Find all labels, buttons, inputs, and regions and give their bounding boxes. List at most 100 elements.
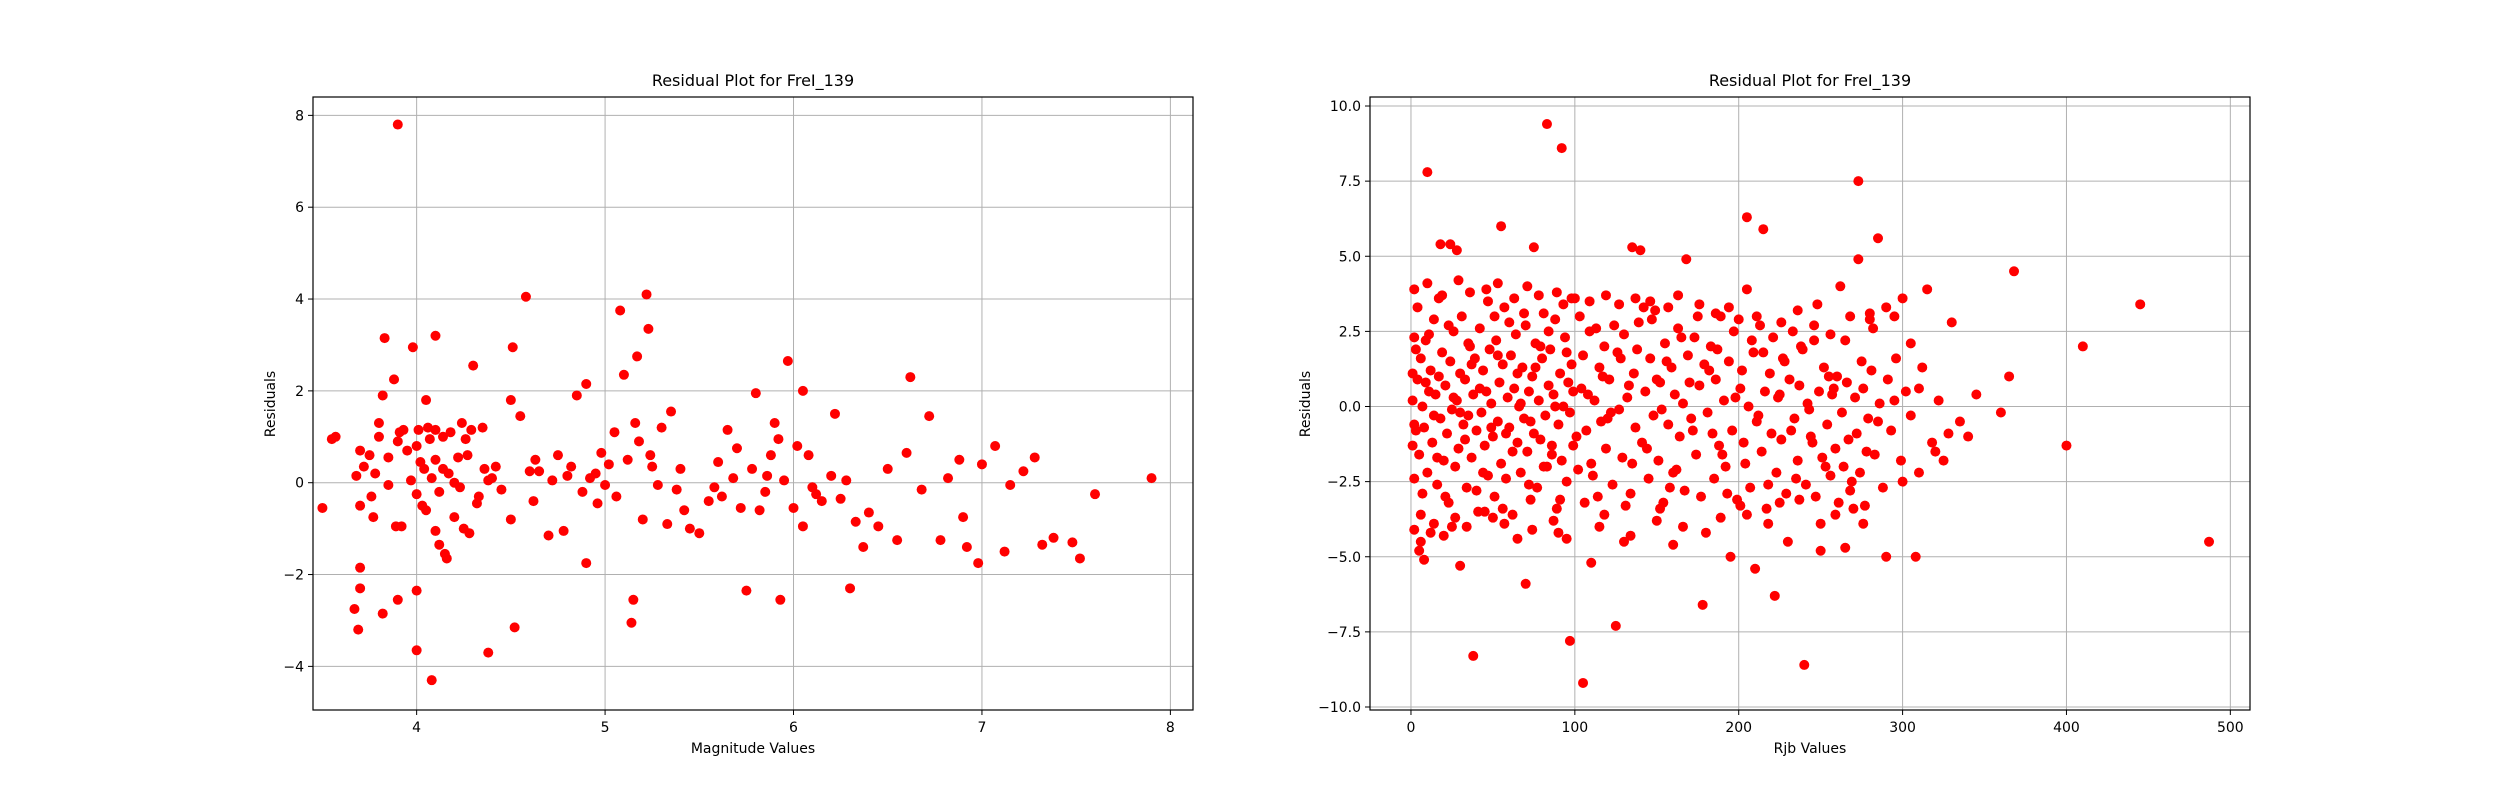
data-point-left (675, 463, 686, 474)
data-point-right (1735, 500, 1746, 511)
data-point-right (2135, 299, 2146, 310)
data-point-left (445, 427, 456, 438)
data-point-right (1425, 365, 1436, 376)
data-point-right (1409, 332, 1420, 343)
data-point-right (1873, 416, 1884, 427)
data-point-right (1668, 539, 1679, 550)
data-point-right (1433, 371, 1444, 382)
data-point-right (1579, 497, 1590, 508)
data-point-right (2077, 341, 2088, 352)
data-point-right (1784, 374, 1795, 385)
data-point-left (434, 486, 445, 497)
data-point-right (1632, 344, 1643, 355)
data-point-right (1578, 350, 1589, 361)
data-point-right (1668, 467, 1679, 478)
data-point-right (1561, 476, 1572, 487)
data-point-right (1895, 455, 1906, 466)
data-point-left (731, 443, 742, 454)
x-axis-label-left: Magnitude Values (691, 741, 815, 757)
data-point-right (1555, 494, 1566, 505)
data-point-right (1592, 491, 1603, 502)
data-point-right (1856, 356, 1867, 367)
data-point-right (1858, 383, 1869, 394)
data-point-right (1882, 374, 1893, 385)
x-tick-label-left: 6 (789, 720, 798, 736)
data-point-left (358, 461, 369, 472)
data-point-right (1830, 443, 1841, 454)
ticks-left: 4 5 6 7 8 −4 −2 0 2 4 6 8 (283, 108, 1174, 736)
data-point-right (1504, 422, 1515, 433)
data-point-right (1758, 347, 1769, 358)
data-point-left (430, 424, 441, 435)
data-point-right (1776, 317, 1787, 328)
data-point-right (1756, 446, 1767, 457)
data-point-right (1663, 302, 1674, 313)
data-point-right (1499, 518, 1510, 529)
data-point-right (1627, 458, 1638, 469)
x-tick-label-left: 4 (412, 720, 421, 736)
data-point-right (1735, 383, 1746, 394)
data-point-right (1769, 590, 1780, 601)
data-point-right (1922, 284, 1933, 295)
data-point-right (1505, 350, 1516, 361)
data-point-right (1758, 224, 1769, 235)
data-point-right (1881, 302, 1892, 313)
data-point-right (1594, 362, 1605, 373)
data-point-left (709, 482, 720, 493)
data-point-right (1519, 308, 1530, 319)
data-point-right (1625, 530, 1636, 541)
data-point-left (973, 558, 984, 569)
data-point-left (901, 447, 912, 458)
data-point-left (632, 351, 643, 362)
data-point-left (430, 330, 441, 341)
data-point-right (1578, 677, 1589, 688)
data-point-right (1609, 320, 1620, 331)
data-point-left (999, 546, 1010, 557)
data-point-right (1435, 239, 1446, 250)
data-point-right (1453, 443, 1464, 454)
data-point-right (1684, 377, 1695, 388)
data-point-right (1669, 389, 1680, 400)
data-point-right (1417, 488, 1428, 499)
data-point-right (1746, 335, 1757, 346)
data-point-right (1841, 377, 1852, 388)
data-point-right (1705, 341, 1716, 352)
data-point-right (1741, 284, 1752, 295)
data-point-left (373, 418, 384, 429)
data-point-left (1048, 532, 1059, 543)
data-point-right (1820, 461, 1831, 472)
data-point-right (1628, 368, 1639, 379)
data-point-right (1694, 380, 1705, 391)
data-point-right (1410, 425, 1421, 436)
data-point-left (402, 445, 413, 456)
y-axis-label-left: Residuals (263, 371, 279, 437)
data-point-left (1018, 466, 1029, 477)
data-point-left (473, 491, 484, 502)
data-point-right (1409, 473, 1420, 484)
data-point-right (1825, 470, 1836, 481)
y-tick-label-left: −4 (283, 659, 304, 675)
data-point-left (728, 473, 739, 484)
data-point-left (762, 470, 773, 481)
y-tick-label-right: 2.5 (1339, 324, 1361, 340)
data-point-right (1653, 455, 1664, 466)
data-point-right (1853, 176, 1864, 187)
data-point-right (1550, 314, 1561, 325)
data-point-right (1851, 428, 1862, 439)
data-point-left (647, 461, 658, 472)
data-point-right (1846, 476, 1857, 487)
data-point-right (1519, 413, 1530, 424)
data-point-right (1407, 440, 1418, 451)
data-point-right (1751, 416, 1762, 427)
data-point-left (366, 491, 377, 502)
data-point-right (1520, 578, 1531, 589)
x-axis-label-right: Rjb Values (1774, 741, 1847, 757)
data-point-right (1461, 482, 1472, 493)
data-point-right (1466, 452, 1477, 463)
data-point-right (1443, 497, 1454, 508)
data-point-left (754, 505, 765, 516)
data-point-left (782, 356, 793, 367)
data-point-right (1561, 533, 1572, 544)
chart-left-magnitude: 4 5 6 7 8 −4 −2 0 2 4 6 8 Residual Plot for FreI_13… (263, 71, 1194, 757)
data-point-left (976, 459, 987, 470)
